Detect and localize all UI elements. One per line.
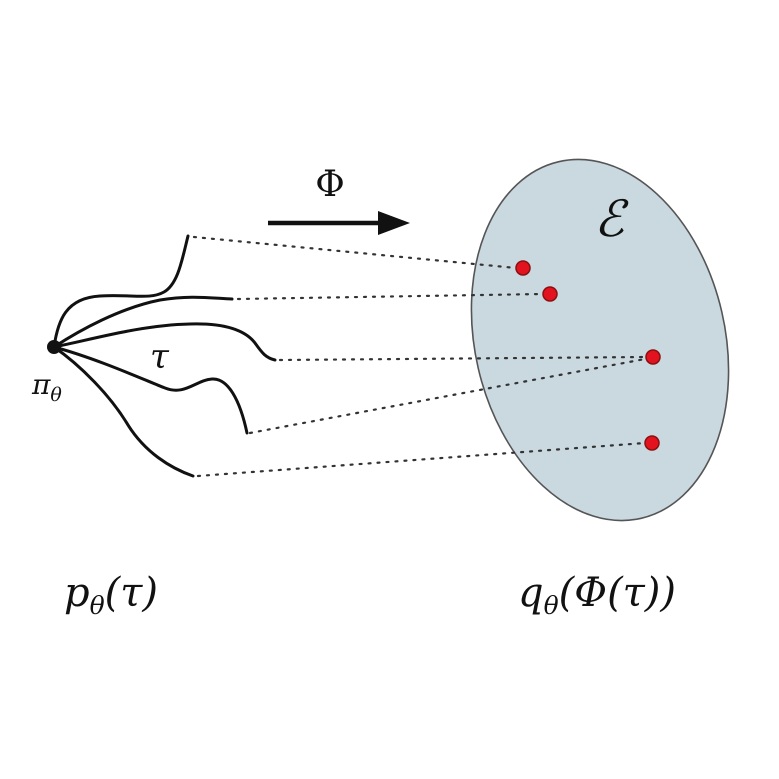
trajectory-curve-2 xyxy=(52,295,234,349)
policy-origin-dot xyxy=(47,340,61,354)
trajectory-curve-3 xyxy=(52,322,277,362)
trajectory-distribution-label: pθ(τ) xyxy=(64,570,158,620)
embedded-points xyxy=(515,260,661,451)
mapping-line-2 xyxy=(236,292,545,301)
mapping-lines xyxy=(192,235,647,478)
trajectory-curve-5 xyxy=(52,345,195,478)
embedding-distribution-label: qθ(Φ(τ)) xyxy=(518,570,676,620)
mapping-line-1 xyxy=(192,235,518,270)
embedding-space-label: ℰ xyxy=(594,190,629,248)
trajectory-bundle xyxy=(52,234,277,478)
embedded-point xyxy=(542,286,558,302)
embedding-space-ellipse xyxy=(470,158,730,522)
map-arrow xyxy=(268,211,410,235)
mapping-line-5 xyxy=(196,441,647,478)
embedded-point xyxy=(645,349,661,365)
trajectory-curve-1 xyxy=(52,234,190,349)
trajectory-curve-4 xyxy=(52,345,249,435)
map-symbol-label: Φ xyxy=(315,164,345,205)
trajectory-label: τ xyxy=(150,337,170,377)
mapping-line-3 xyxy=(278,355,647,362)
embedded-point xyxy=(644,435,660,451)
embedded-point xyxy=(515,260,531,276)
mapping-line-4 xyxy=(248,357,647,435)
policy-label: πθ xyxy=(31,368,62,406)
